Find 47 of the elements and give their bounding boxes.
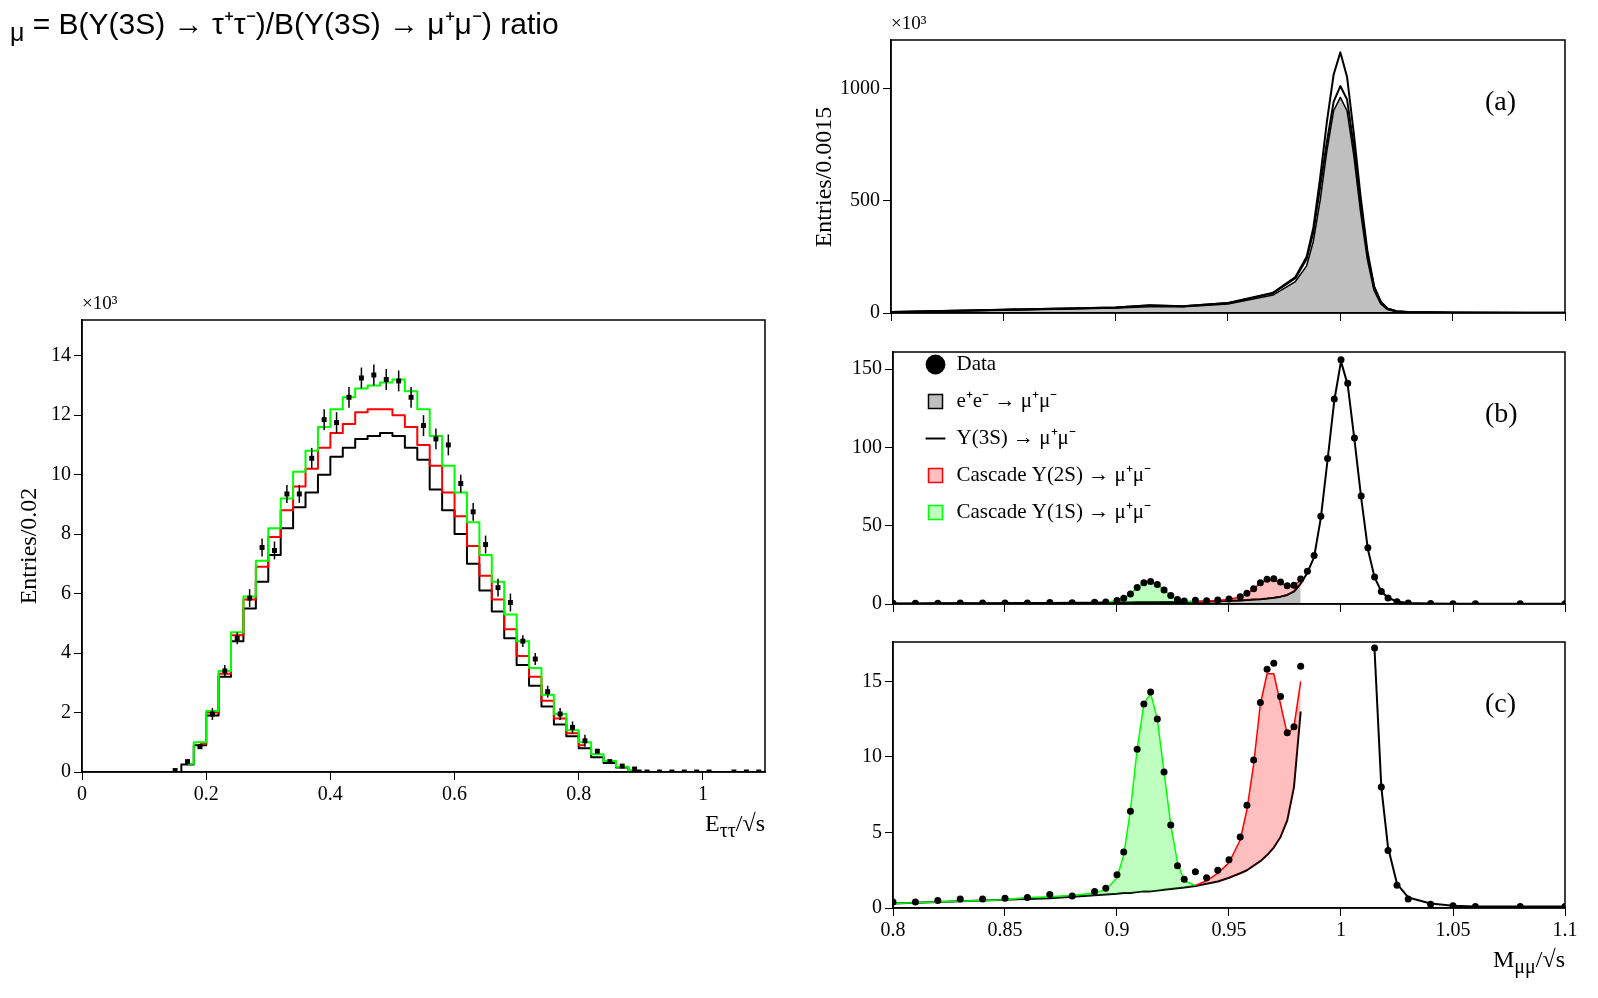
y-tick-label: 2	[61, 699, 71, 722]
x-tick-label: 1.1	[1552, 918, 1578, 941]
x-tick-label: 0.4	[317, 782, 343, 805]
y-tick-label: 10	[862, 744, 882, 767]
y-axis-title: Entries/0.0015	[809, 106, 837, 247]
y-tick-label: 5	[872, 819, 882, 842]
text: ×10³	[82, 292, 118, 314]
x-tick-label: 0.8	[566, 782, 592, 805]
legend-label: Υ(3S) → μ⁺μ⁻	[956, 425, 1076, 450]
y-tick-label: 15	[862, 668, 882, 691]
annotation: (c)	[1485, 687, 1517, 719]
x-tick-label: 0	[77, 782, 87, 805]
text: ×10³	[891, 12, 927, 34]
y-tick-label: 500	[850, 187, 880, 210]
x-tick-label: 1.05	[1435, 918, 1471, 941]
x-tick-label: 1	[1336, 918, 1346, 941]
legend-label: Data	[956, 351, 997, 376]
y-tick-label: 8	[61, 521, 71, 544]
y-tick-label: 150	[852, 356, 882, 379]
legend-label: Cascade Υ(2S) → μ⁺μ⁻	[956, 462, 1152, 487]
y-tick-label: 14	[51, 342, 71, 365]
y-tick-label: 0	[61, 759, 71, 782]
y-tick-label: 1000	[840, 75, 880, 98]
y-tick-label: 12	[51, 402, 71, 425]
y-tick-label: 0	[870, 300, 880, 323]
annotation: (b)	[1485, 397, 1518, 429]
x-tick-label: 0.6	[442, 782, 468, 805]
annotation: (a)	[1485, 85, 1517, 117]
legend-label: e⁺e⁻ → μ⁺μ⁻	[956, 388, 1058, 413]
x-tick-label: 1	[697, 782, 708, 805]
y-tick-label: 6	[61, 580, 71, 603]
legend-label: Cascade Υ(1S) → μ⁺μ⁻	[956, 499, 1152, 524]
x-axis-title: M$_{μμ}$/√s	[1493, 946, 1565, 978]
x-tick-label: 0.2	[193, 782, 219, 805]
x-tick-label: 0.9	[1104, 918, 1130, 941]
x-tick-label: 0.8	[880, 918, 906, 941]
y-tick-label: 0	[872, 895, 882, 918]
y-tick-label: 50	[862, 512, 882, 535]
x-tick-label: 0.85	[987, 918, 1023, 941]
y-tick-label: 0	[872, 591, 882, 614]
y-tick-label: 100	[852, 434, 882, 457]
y-axis-title: Entries/0.02	[14, 487, 42, 605]
y-tick-label: 10	[51, 461, 71, 484]
x-axis-title: E$_{ττ}$/√s	[705, 810, 765, 842]
y-tick-label: 4	[61, 640, 71, 663]
chart-title: $_{μ}$ = B(Υ(3S) → τ⁺τ⁻)/B(Υ(3S) → μ⁺μ⁻) ratio	[10, 6, 559, 47]
x-tick-label: 0.95	[1211, 918, 1247, 941]
